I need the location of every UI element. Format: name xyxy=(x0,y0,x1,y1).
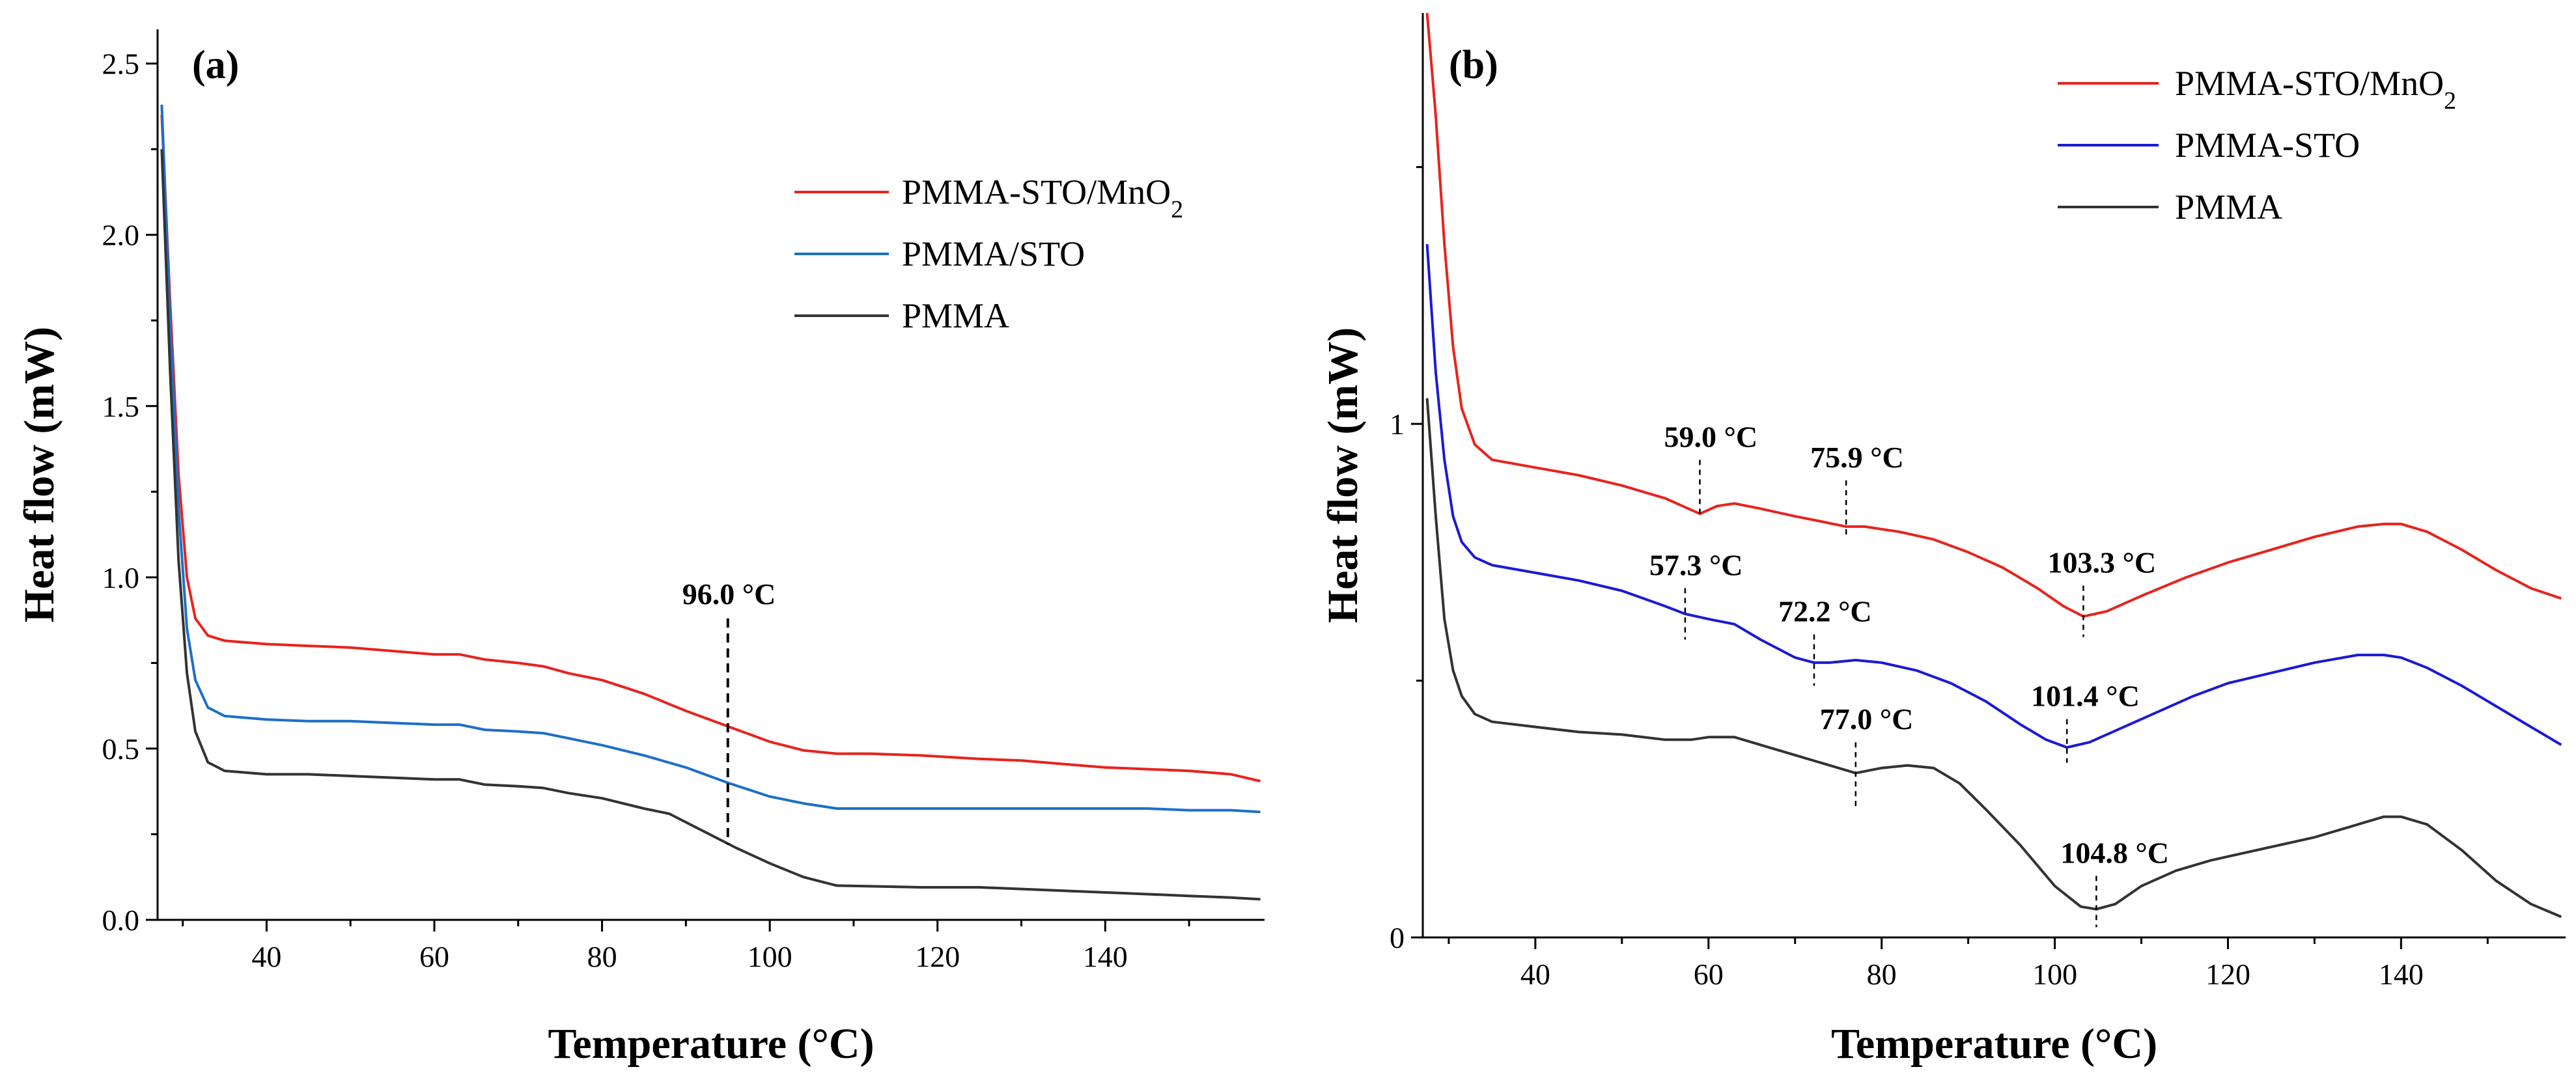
x-axis-title-a: Temperature (°C) xyxy=(548,1020,874,1068)
annotation-label-b-1: 75.9 °C xyxy=(1810,441,1904,474)
y-tick-label-a: 2.0 xyxy=(102,219,140,252)
annotation-label-b-5: 101.4 °C xyxy=(2031,680,2140,713)
x-tick-label-b: 100 xyxy=(2032,958,2077,991)
y-tick-label-a: 1.5 xyxy=(102,390,140,423)
x-tick-label-a: 140 xyxy=(1083,940,1128,973)
y-tick-label-a: 2.5 xyxy=(102,48,140,81)
x-tick-label-b: 60 xyxy=(1694,958,1724,991)
x-tick-label-b: 140 xyxy=(2379,958,2424,991)
x-tick-label-a: 60 xyxy=(419,940,449,973)
y-tick-label-b: 1 xyxy=(1390,408,1405,441)
y-axis-title-a: Heat flow (mW) xyxy=(16,327,63,623)
series-line-b-1 xyxy=(1425,243,2562,749)
legend-label-a-0: PMMA-STO/MnO2 xyxy=(902,173,1183,223)
y-tick-label-a: 0.5 xyxy=(102,732,140,766)
y-tick-label-a: 1.0 xyxy=(102,561,140,594)
x-tick-label-b: 120 xyxy=(2205,958,2250,991)
x-tick-label-b: 80 xyxy=(1867,958,1897,991)
y-tick-label-b: 0 xyxy=(1390,921,1405,954)
annotation-label-b-0: 59.0 °C xyxy=(1664,420,1757,453)
x-tick-label-a: 80 xyxy=(587,940,617,973)
x-axis-title-b: Temperature (°C) xyxy=(1831,1020,2157,1068)
x-tick-label-b: 40 xyxy=(1520,958,1550,991)
series-line-b-0 xyxy=(1425,12,2562,618)
series-line-b-2 xyxy=(1425,398,2562,919)
panel-b-chart: 40 60 80 100 120 140 0 1 Temperature (°C) Heat fl… xyxy=(1319,12,2566,1068)
legend-label-b-2: PMMA xyxy=(2175,187,2282,227)
x-tick-label-a: 100 xyxy=(748,940,792,973)
annotation-label-b-4: 72.2 °C xyxy=(1778,595,1872,628)
series-line-a-1 xyxy=(160,104,1261,814)
y-tick-label-a: 0.0 xyxy=(102,904,140,937)
x-tick-label-a: 40 xyxy=(251,940,281,973)
annotation-label-b-6: 77.0 °C xyxy=(1820,702,1914,736)
legend-label-a-2: PMMA xyxy=(902,296,1009,335)
panel-a-chart: 40 60 80 100 120 140 0.0 0.5 1.0 1.5 2.0 2.5 Tempera… xyxy=(16,29,1265,1068)
annotation-label-b-7: 104.8 °C xyxy=(2060,836,2169,869)
panel-label-a: (a) xyxy=(192,43,239,87)
legend-label-b-0: PMMA-STO/MnO2 xyxy=(2175,64,2456,115)
annotation-label-a-0: 96.0 °C xyxy=(682,577,776,611)
series-line-a-0 xyxy=(160,115,1261,782)
y-axis-title-b: Heat flow (mW) xyxy=(1319,327,1367,624)
panel-label-b: (b) xyxy=(1449,43,1498,87)
series-line-a-2 xyxy=(160,149,1261,901)
x-tick-label-a: 120 xyxy=(915,940,960,973)
legend-label-a-1: PMMA/STO xyxy=(902,234,1085,273)
legend-label-b-1: PMMA-STO xyxy=(2175,126,2360,165)
annotation-label-b-3: 57.3 °C xyxy=(1649,549,1743,582)
annotation-label-b-2: 103.3 °C xyxy=(2047,546,2156,579)
